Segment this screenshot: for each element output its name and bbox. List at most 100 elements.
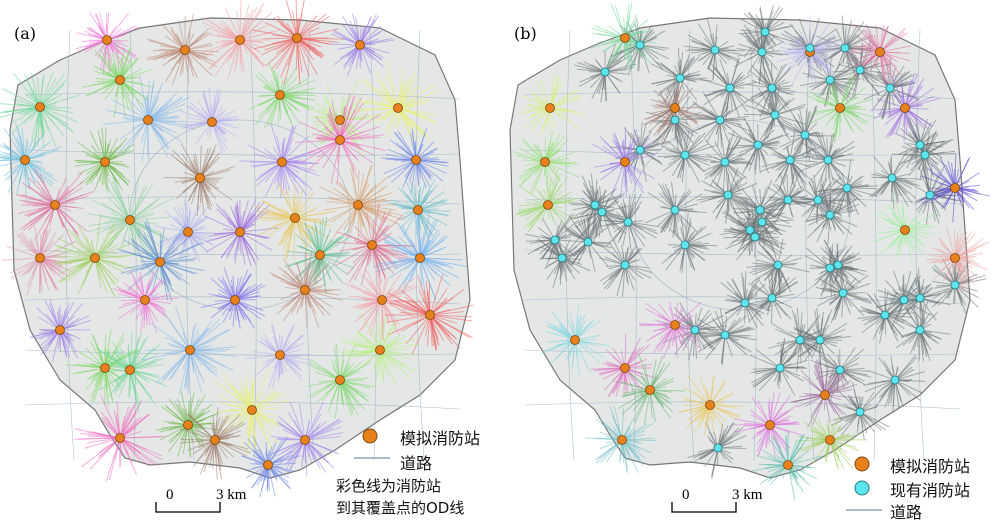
simulated-station-marker bbox=[394, 104, 403, 113]
simulated-station-marker bbox=[21, 156, 30, 165]
simulated-station-marker bbox=[293, 34, 302, 43]
simulated-station-marker bbox=[278, 158, 287, 167]
existing-station-marker bbox=[856, 66, 864, 74]
existing-station-marker bbox=[591, 201, 599, 209]
simulated-station-marker bbox=[56, 326, 65, 335]
simulated-station-marker bbox=[621, 364, 630, 373]
existing-station-marker bbox=[741, 299, 749, 307]
existing-station-marker bbox=[771, 111, 779, 119]
simulated-station-marker bbox=[618, 436, 627, 445]
existing-station-marker bbox=[836, 366, 844, 374]
simulated-station-marker bbox=[101, 364, 110, 373]
simulated-station-marker bbox=[336, 116, 345, 125]
existing-station-marker bbox=[784, 196, 792, 204]
existing-station-marker bbox=[758, 218, 766, 226]
simulated-station-marker bbox=[571, 336, 580, 345]
simulated-station-marker bbox=[414, 206, 423, 215]
existing-station-marker bbox=[926, 191, 934, 199]
map-panel-a: (a) 模拟消防站 道路 彩色线为消防站 到其覆盖点的OD线 0 3 km bbox=[0, 0, 500, 520]
simulated-station-marker bbox=[116, 76, 125, 85]
existing-station-marker bbox=[891, 376, 899, 384]
simulated-station-marker bbox=[236, 36, 245, 45]
simulated-station-marker bbox=[181, 46, 190, 55]
simulated-station-marker bbox=[426, 311, 435, 320]
existing-station-marker bbox=[714, 444, 722, 452]
existing-station-marker bbox=[774, 261, 782, 269]
existing-station-marker bbox=[826, 211, 834, 219]
od-note-line1: 彩色线为消防站 bbox=[336, 475, 441, 496]
existing-station-marker bbox=[721, 331, 729, 339]
simulated-station-marker bbox=[706, 401, 715, 410]
simulated-station-marker bbox=[784, 461, 793, 470]
simulated-station-marker bbox=[196, 174, 205, 183]
simulated-station-marker bbox=[103, 36, 112, 45]
existing-station-legend-icon bbox=[850, 476, 874, 500]
simulated-station-marker bbox=[546, 104, 555, 113]
existing-station-marker bbox=[888, 174, 896, 182]
simulated-station-marker bbox=[541, 158, 550, 167]
existing-station-marker bbox=[751, 233, 759, 241]
existing-station-marker bbox=[681, 151, 689, 159]
simulated-station-marker bbox=[671, 104, 680, 113]
simulated-station-marker bbox=[208, 118, 217, 127]
simulated-station-marker bbox=[336, 376, 345, 385]
simulated-station-marker bbox=[184, 421, 193, 430]
existing-station-marker bbox=[636, 146, 644, 154]
existing-station-marker bbox=[746, 226, 754, 234]
simulated-station-marker bbox=[416, 254, 425, 263]
simulated-station-marker bbox=[621, 34, 630, 43]
existing-station-marker bbox=[826, 76, 834, 84]
road-legend-icon bbox=[844, 504, 884, 516]
simulated-station-marker bbox=[376, 346, 385, 355]
simulated-station-marker bbox=[211, 436, 220, 445]
existing-station-marker bbox=[816, 336, 824, 344]
scale-zero-label: 0 bbox=[682, 487, 690, 504]
simulated-station-marker bbox=[901, 226, 910, 235]
simulated-station-marker bbox=[276, 351, 285, 360]
simulated-station-marker bbox=[51, 201, 60, 210]
simulated-station-marker bbox=[836, 104, 845, 113]
existing-station-marker bbox=[621, 261, 629, 269]
simulated-station-marker bbox=[951, 184, 960, 193]
simulated-station-marker bbox=[412, 156, 421, 165]
simulated-station-marker bbox=[116, 434, 125, 443]
existing-station-marker bbox=[886, 84, 894, 92]
existing-station-marker bbox=[834, 261, 842, 269]
existing-station-marker bbox=[796, 336, 804, 344]
existing-station-marker bbox=[711, 46, 719, 54]
legend-simulated-station-label: 模拟消防站 bbox=[400, 425, 480, 449]
legend-simulated-station-label: 模拟消防站 bbox=[890, 453, 970, 477]
simulated-station-legend-icon bbox=[358, 424, 382, 448]
existing-station-marker bbox=[916, 326, 924, 334]
simulated-station-marker bbox=[301, 286, 310, 295]
simulated-station-marker bbox=[276, 91, 285, 100]
simulated-station-marker bbox=[141, 296, 150, 305]
simulated-station-marker bbox=[336, 136, 345, 145]
simulated-station-marker bbox=[356, 41, 365, 50]
existing-station-marker bbox=[551, 236, 559, 244]
existing-station-marker bbox=[881, 311, 889, 319]
simulated-station-marker bbox=[766, 421, 775, 430]
existing-station-marker bbox=[900, 296, 908, 304]
existing-station-marker bbox=[726, 84, 734, 92]
simulated-station-marker bbox=[671, 321, 680, 330]
existing-station-marker bbox=[724, 191, 732, 199]
simulated-station-marker bbox=[36, 103, 45, 112]
road-legend-icon bbox=[352, 452, 392, 464]
simulated-station-marker bbox=[368, 241, 377, 250]
simulated-station-marker bbox=[354, 201, 363, 210]
panel-label-a: (a) bbox=[14, 24, 36, 43]
existing-station-marker bbox=[951, 281, 959, 289]
simulated-station-marker bbox=[821, 391, 830, 400]
simulated-station-marker bbox=[144, 116, 153, 125]
existing-station-marker bbox=[716, 116, 724, 124]
simulated-station-legend-icon bbox=[850, 452, 874, 476]
simulated-station-marker bbox=[156, 258, 165, 267]
existing-station-marker bbox=[636, 41, 644, 49]
simulated-station-marker bbox=[186, 346, 195, 355]
simulated-station-marker bbox=[184, 228, 193, 237]
scale-distance-label: 3 km bbox=[732, 487, 762, 504]
simulated-station-marker bbox=[126, 216, 135, 225]
existing-station-marker bbox=[671, 116, 679, 124]
existing-station-marker bbox=[624, 218, 632, 226]
